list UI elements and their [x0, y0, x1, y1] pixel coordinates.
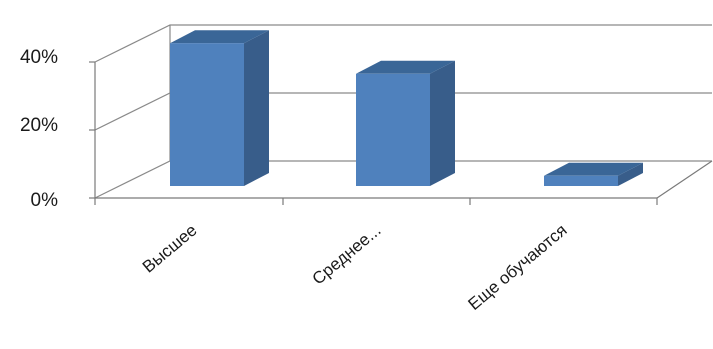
bar — [356, 60, 455, 186]
bars — [170, 30, 643, 187]
bar-side-face — [430, 60, 455, 186]
bar-top-face — [356, 60, 455, 74]
bar-front-face — [170, 43, 244, 187]
y-tick-label: 20% — [20, 115, 58, 136]
category-label: Высшее — [139, 221, 201, 277]
bar-top-face — [170, 30, 269, 44]
category-label: Среднее... — [309, 221, 385, 289]
bar-top-face — [544, 162, 643, 176]
x-axis-categories: Высшее Среднее... Еще обучаются — [139, 221, 571, 314]
y-axis-ticks: 0% 20% 40% — [20, 47, 58, 211]
y-tick-label: 40% — [20, 47, 58, 68]
bar — [170, 30, 269, 187]
y-tick-label: 0% — [31, 190, 59, 211]
bar-side-face — [244, 30, 269, 187]
category-label: Еще обучаются — [464, 221, 570, 314]
floor-right-edge — [656, 160, 713, 199]
bar — [544, 162, 643, 186]
bar-front-face — [544, 175, 618, 186]
bar-front-face — [356, 73, 430, 186]
bar-side-face — [618, 162, 643, 186]
